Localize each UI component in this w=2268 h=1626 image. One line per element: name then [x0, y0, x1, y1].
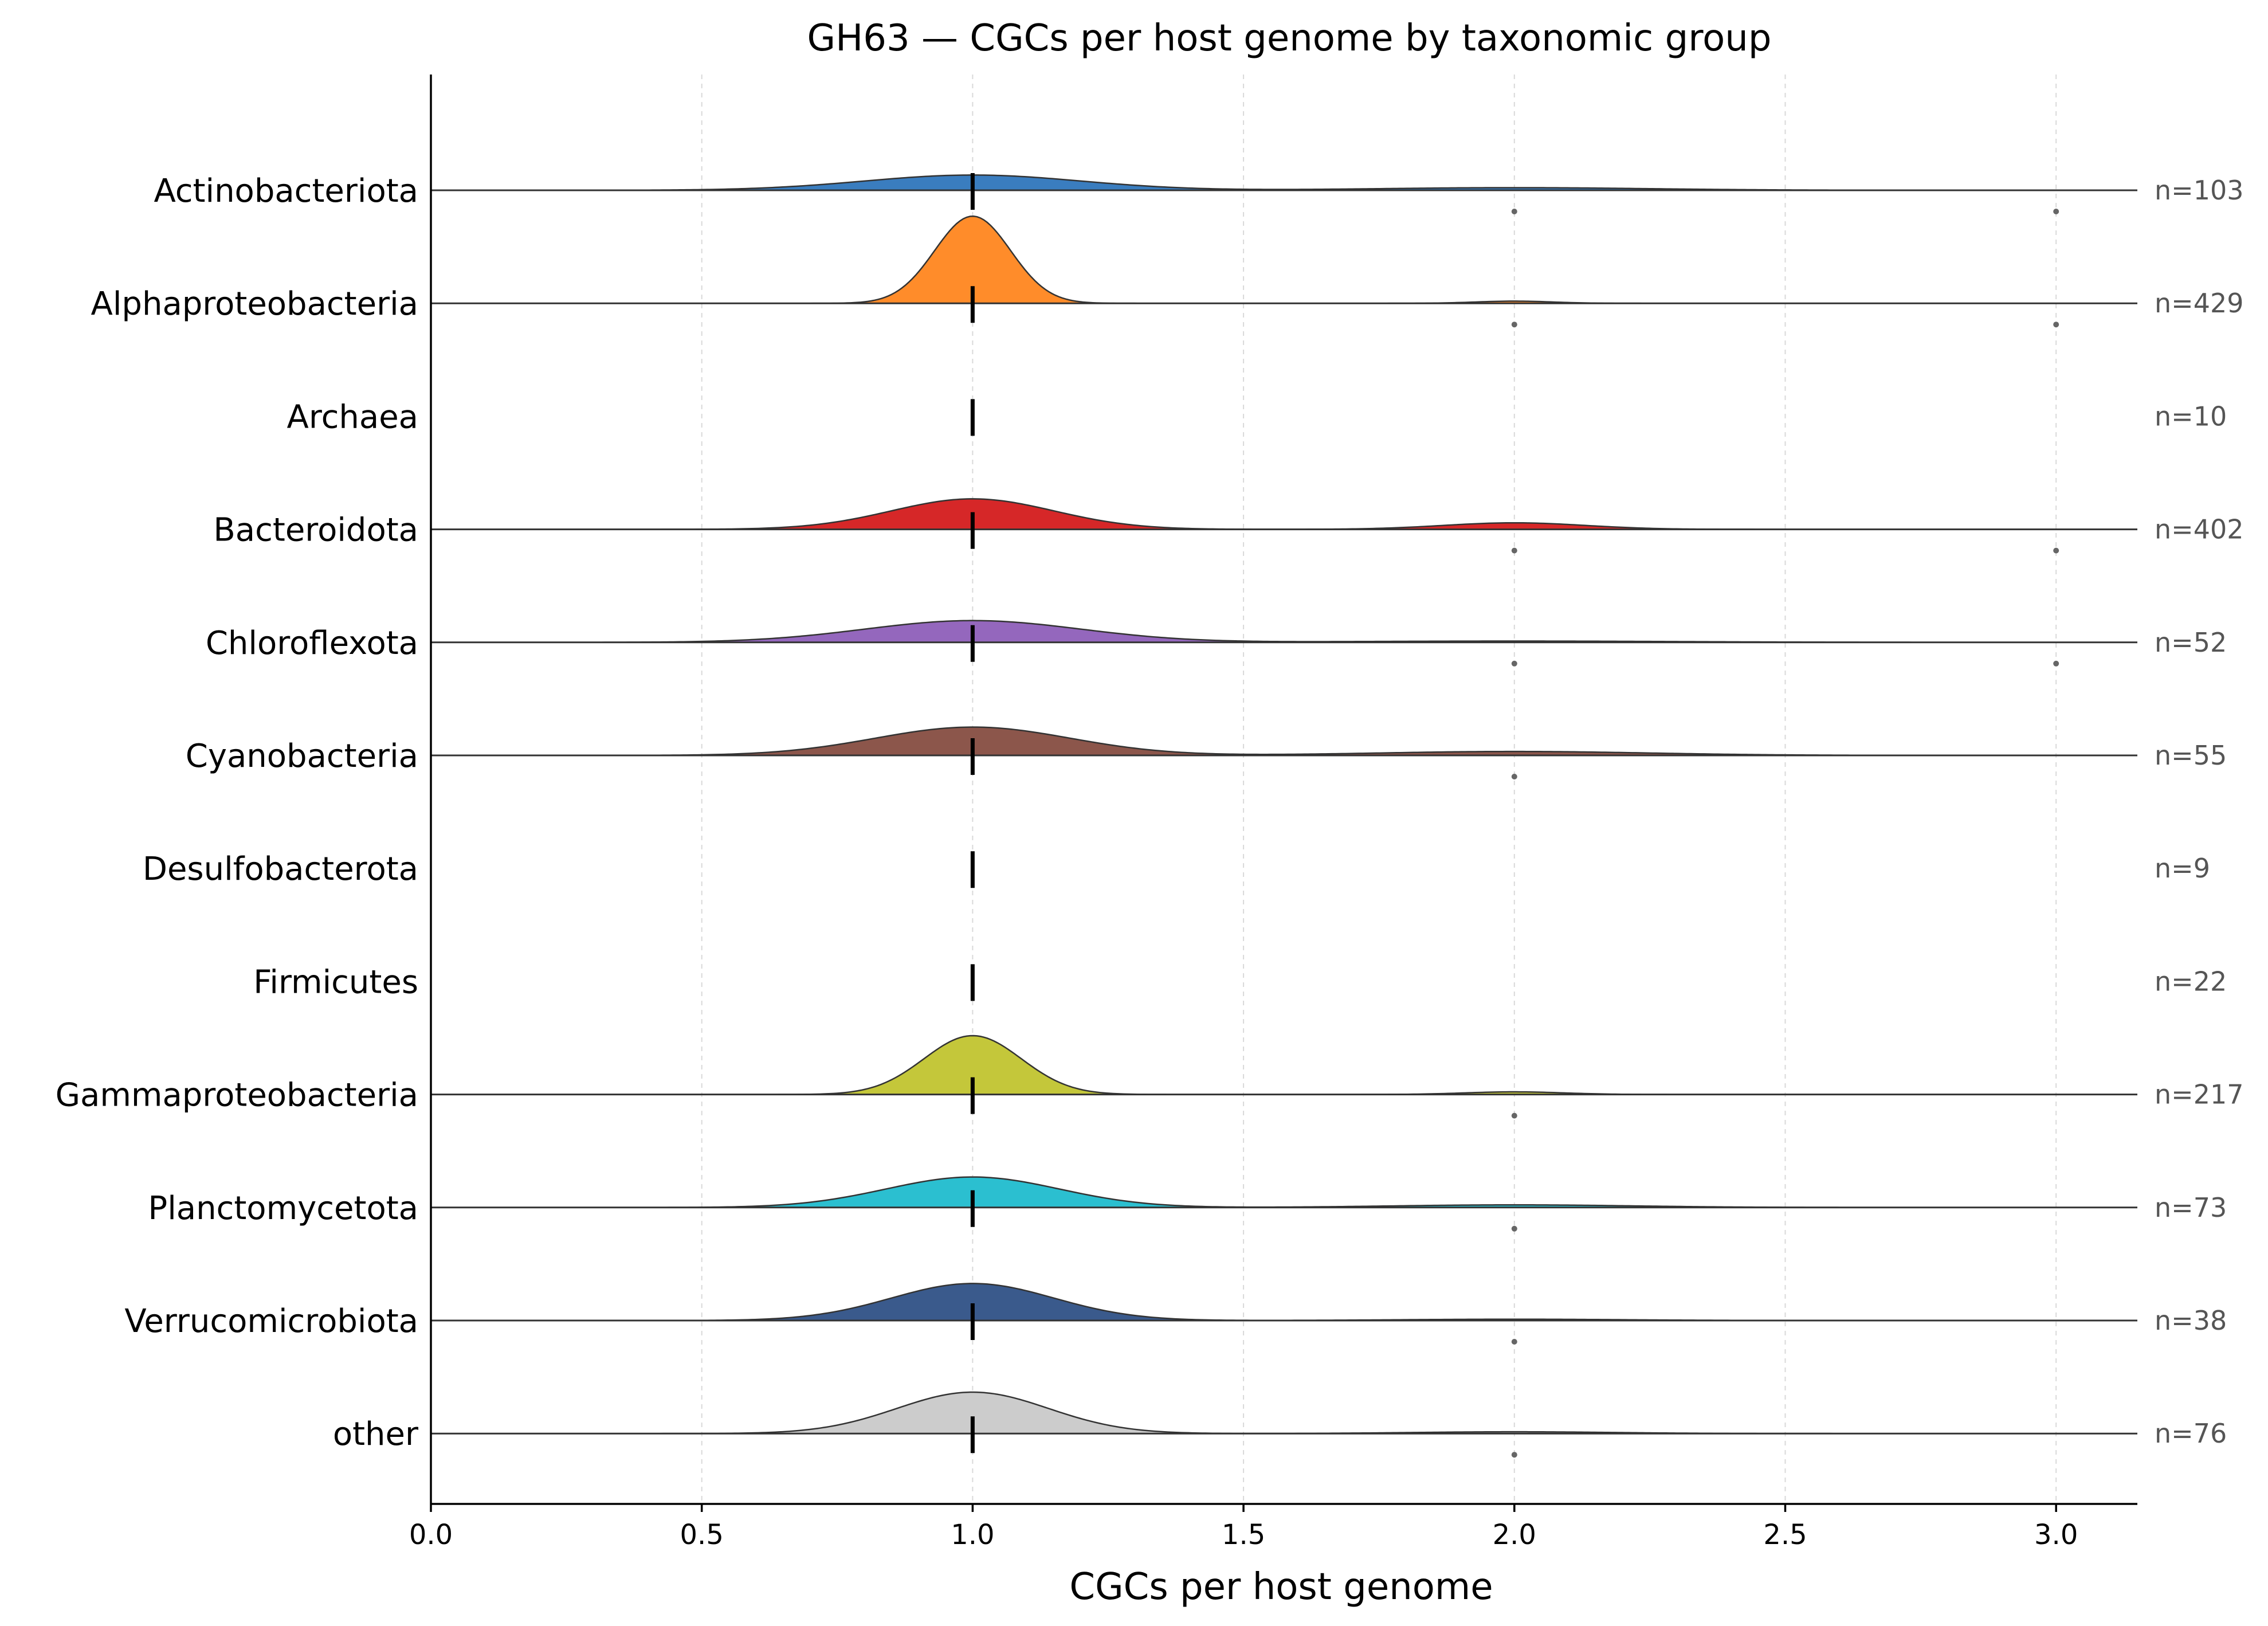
x-tick-label: 3.0 [2034, 1519, 2078, 1551]
ridge-group: Alphaproteobacteria n=429 [91, 215, 2244, 328]
ridge-group: Verrucomicrobiota n=38 [124, 1283, 2227, 1345]
group-label: Actinobacteriota [154, 173, 418, 210]
group-label: Verrucomicrobiota [124, 1303, 418, 1340]
group-label: Chloroflexota [206, 625, 418, 662]
ridge-layer: Actinobacteriota n=103 Alphaproteobacteria… [56, 173, 2244, 1458]
x-axis-label: CGCs per host genome [1069, 1566, 1493, 1608]
ridge-group: Planctomycetota n=73 [148, 1176, 2227, 1232]
ridge-group: Gammaproteobacteria n=217 [56, 1035, 2244, 1119]
group-label: Alphaproteobacteria [91, 285, 418, 323]
n-count-label: n=402 [2155, 514, 2244, 545]
x-tick-label: 0.5 [680, 1519, 724, 1551]
group-label: Bacteroidota [213, 512, 418, 549]
x-tick-label: 1.5 [1222, 1519, 1265, 1551]
n-count-label: n=10 [2155, 401, 2227, 432]
ridge-outline [431, 1283, 2137, 1322]
outlier-point [2053, 322, 2059, 328]
ridge-outline [431, 174, 2137, 191]
ridge-group: Bacteroidota n=402 [213, 498, 2244, 554]
ridge-group: Firmicutes n=22 [253, 963, 2227, 1001]
n-count-label: n=73 [2155, 1192, 2227, 1223]
ridge-area [431, 499, 2137, 530]
ridge-area [431, 1392, 2137, 1434]
ridge-outline [431, 1035, 2137, 1095]
outlier-point [2053, 209, 2059, 214]
ridge-group: Cyanobacteria n=55 [186, 726, 2227, 779]
ridge-outline [431, 1391, 2137, 1435]
ridge-group: Chloroflexota n=52 [206, 620, 2227, 667]
outlier-point [1511, 1225, 1517, 1232]
ridge-area [431, 727, 2137, 755]
n-count-label: n=55 [2155, 740, 2227, 771]
outlier-point [1511, 774, 1517, 779]
x-tick-label: 0.0 [409, 1519, 453, 1551]
outlier-point [2053, 547, 2059, 554]
ridge-group: Archaea n=10 [287, 398, 2227, 436]
ridge-outline [431, 726, 2137, 757]
ridge-group: Desulfobacterota n=9 [143, 851, 2210, 888]
ridge-outline [431, 215, 2137, 304]
x-tick-label: 1.0 [951, 1519, 994, 1551]
ridge-outline [431, 498, 2137, 530]
outlier-point [1511, 209, 1517, 214]
ridge-area [431, 1283, 2137, 1321]
ridge-area [431, 175, 2137, 190]
x-tick-label: 2.0 [1493, 1519, 1536, 1551]
outlier-point [1511, 1339, 1517, 1345]
n-count-label: n=38 [2155, 1305, 2227, 1336]
outlier-point [2053, 660, 2059, 667]
outlier-point [1511, 322, 1517, 328]
grid-layer [430, 75, 2057, 1504]
outlier-point [1511, 660, 1517, 667]
ridge-outline [431, 1176, 2137, 1209]
outlier-point [1511, 547, 1517, 554]
ridge-group: other n=76 [333, 1391, 2227, 1458]
outlier-point [1511, 1452, 1517, 1458]
ridge-group: Actinobacteriota n=103 [154, 173, 2244, 214]
ridge-area [431, 1177, 2137, 1208]
group-label: Cyanobacteria [186, 738, 418, 775]
n-count-label: n=22 [2155, 966, 2227, 997]
group-label: other [333, 1416, 419, 1453]
group-label: Firmicutes [253, 963, 418, 1001]
group-label: Gammaproteobacteria [56, 1077, 418, 1114]
n-count-label: n=9 [2155, 853, 2210, 884]
axes-layer: 0.0 0.5 1.0 1.5 2.0 2.5 3.0 [409, 75, 2137, 1551]
n-count-label: n=429 [2155, 288, 2244, 319]
group-label: Archaea [287, 398, 418, 436]
ridge-area [431, 216, 2137, 304]
outlier-point [1511, 1112, 1517, 1119]
n-count-label: n=76 [2155, 1418, 2227, 1449]
n-count-label: n=103 [2155, 175, 2244, 206]
ridge-outline [431, 620, 2137, 644]
ridge-area [431, 1036, 2137, 1095]
n-count-label: n=52 [2155, 627, 2227, 658]
x-tick-label: 2.5 [1763, 1519, 1807, 1551]
chart-title: GH63 — CGCs per host genome by taxonomic… [807, 17, 1772, 60]
group-label: Planctomycetota [148, 1190, 418, 1227]
group-label: Desulfobacterota [143, 851, 418, 888]
ridge-area [431, 620, 2137, 642]
n-count-label: n=217 [2155, 1079, 2244, 1110]
